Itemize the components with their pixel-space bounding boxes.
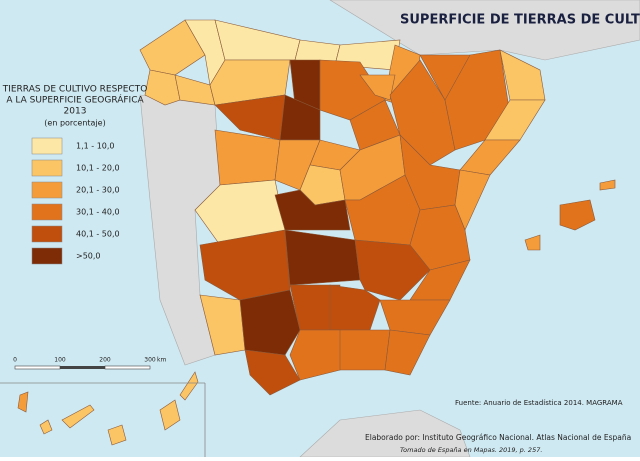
- legend-label: >50,0: [76, 252, 101, 261]
- province: [17, 391, 29, 413]
- legend-swatch: [31, 181, 63, 199]
- map-title: SUPERFICIE DE TIERRAS DE CULTIVO: [400, 13, 640, 28]
- province: [214, 129, 281, 186]
- province: [144, 69, 181, 106]
- province: [159, 399, 181, 431]
- province: [289, 329, 341, 381]
- province: [524, 234, 541, 251]
- scale-unit: km: [157, 357, 166, 364]
- legend-label: 30,1 - 40,0: [76, 208, 120, 217]
- scale-bar: [60, 366, 105, 369]
- legend-subtitle: (en porcentaje): [44, 119, 105, 128]
- legend-label: 20,1 - 30,0: [76, 186, 120, 195]
- legend-swatch: [31, 137, 63, 155]
- scale-label: 300: [144, 357, 156, 364]
- legend-title: A LA SUPERFICIE GEOGRÁFICA: [6, 94, 144, 106]
- legend-swatch: [31, 203, 63, 221]
- legend-label: 10,1 - 20,0: [76, 164, 120, 173]
- legend-swatch: [31, 225, 63, 243]
- province: [61, 404, 95, 429]
- province: [274, 139, 321, 191]
- legend-label: 1,1 - 10,0: [76, 142, 115, 151]
- legend-title: 2013: [64, 107, 87, 117]
- province: [107, 424, 127, 446]
- province: [244, 349, 301, 396]
- province: [359, 74, 396, 101]
- province: [39, 419, 53, 435]
- source: Fuente: Anuario de Estadística 2014. MAG…: [455, 399, 623, 407]
- legend-swatch: [31, 247, 63, 265]
- legend-label: 40,1 - 50,0: [76, 230, 120, 239]
- province: [559, 199, 596, 231]
- provinces: [17, 19, 616, 446]
- province: [329, 284, 381, 331]
- province: [139, 19, 206, 76]
- province: [179, 371, 199, 401]
- reference: Tomado de España en Mapas. 2019, p. 257.: [400, 446, 542, 454]
- legend-swatch: [31, 159, 63, 177]
- scale-label: 0: [13, 357, 17, 364]
- scale-label: 100: [54, 357, 66, 364]
- credit: Elaborado por: Instituto Geográfico Naci…: [365, 433, 631, 442]
- province: [384, 329, 431, 376]
- legend-title: TIERRAS DE CULTIVO RESPECTO: [2, 85, 148, 95]
- legend: 1,1 - 10,0 10,1 - 20,0 20,1 - 30,0 30,1 - 4…: [31, 137, 120, 265]
- scale-bar: [104, 365, 151, 370]
- scale-label: 200: [99, 357, 111, 364]
- province: [239, 289, 301, 356]
- scale-bar: [14, 365, 61, 370]
- scale-labels: 0 100 200 300 km: [13, 357, 166, 364]
- province: [599, 179, 616, 191]
